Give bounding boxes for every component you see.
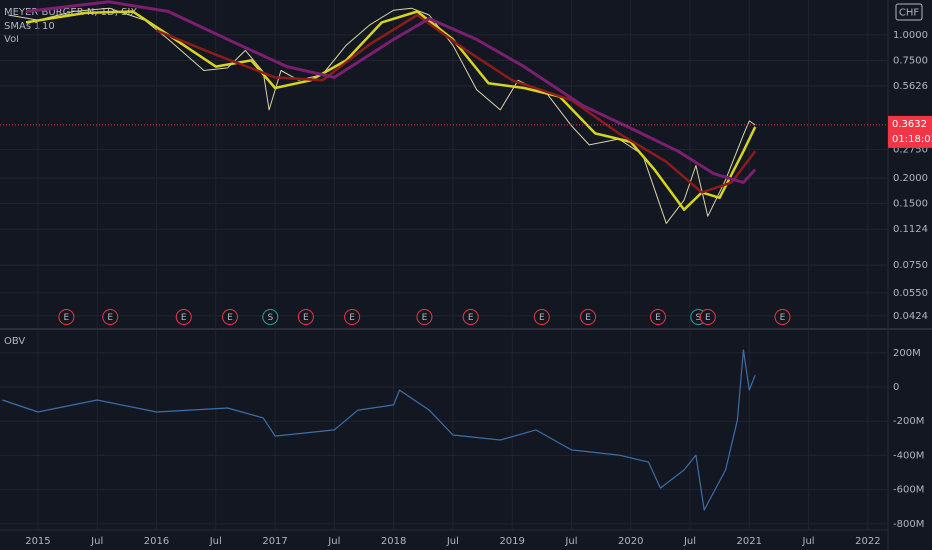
series-line: [2, 349, 756, 511]
y-tick-label: 0.5626: [893, 81, 928, 92]
event-label: E: [705, 313, 711, 323]
event-marker[interactable]: [416, 309, 433, 325]
x-tick-label: 2017: [262, 536, 287, 547]
series-line: [8, 7, 756, 224]
event-label: E: [539, 313, 545, 323]
y-tick-label: -600M: [893, 485, 924, 496]
x-tick-label: 2020: [618, 536, 643, 547]
event-marker[interactable]: [699, 309, 716, 325]
event-marker[interactable]: [222, 309, 239, 325]
event-marker[interactable]: [774, 309, 791, 325]
last-price-box: [888, 115, 932, 148]
event-marker[interactable]: [462, 309, 479, 325]
event-label: E: [468, 313, 474, 323]
x-tick-label: 2021: [737, 536, 762, 547]
event-label: E: [655, 313, 661, 323]
pane-title: OBV: [4, 336, 25, 347]
event-label: S: [695, 313, 701, 323]
event-marker[interactable]: [262, 309, 279, 325]
event-marker[interactable]: [175, 309, 192, 325]
legend-item: 10: [42, 21, 55, 32]
y-tick-label: -800M: [893, 519, 924, 530]
event-marker[interactable]: [102, 309, 119, 325]
y-tick-label: 0.0424: [893, 311, 928, 322]
event-label: S: [267, 313, 273, 323]
event-marker[interactable]: [297, 309, 314, 325]
y-tick-label: 0.1124: [893, 224, 928, 235]
event-label: E: [64, 313, 70, 323]
currency[interactable]: CHF: [899, 8, 920, 19]
y-tick-label: 0.0750: [893, 260, 928, 271]
x-tick-label: Jul: [209, 536, 222, 547]
x-tick-label: Jul: [802, 536, 815, 547]
series-line: [25, 0, 757, 184]
event-label: E: [227, 313, 233, 323]
event-marker[interactable]: [344, 309, 361, 325]
event-label: E: [181, 313, 187, 323]
y-tick-label: -200M: [893, 416, 924, 427]
legend-item: SMAs: [4, 21, 31, 32]
x-tick-label: 2015: [25, 536, 50, 547]
event-label: E: [349, 313, 355, 323]
y-tick-label: 0.7500: [893, 55, 928, 66]
event-label: E: [585, 313, 591, 323]
y-tick-label: -400M: [893, 450, 924, 461]
x-tick-label: Jul: [90, 536, 103, 547]
x-tick-label: Jul: [446, 536, 459, 547]
event-marker[interactable]: [58, 309, 75, 325]
x-tick-label: 2016: [144, 536, 169, 547]
event-marker[interactable]: [649, 309, 666, 325]
x-tick-label: Jul: [327, 536, 340, 547]
series-line: [156, 13, 757, 194]
x-tick-label: 2018: [381, 536, 406, 547]
y-tick-label: 0.2000: [893, 173, 928, 184]
legend-item: Vol: [4, 34, 19, 45]
legend-item: 1: [34, 21, 40, 32]
y-tick-label: 200M: [893, 348, 921, 359]
event-label: E: [107, 313, 113, 323]
countdown: 01:18:01: [892, 134, 932, 145]
event-label: E: [303, 313, 309, 323]
x-tick-label: 2022: [855, 536, 880, 547]
event-marker[interactable]: [580, 309, 597, 325]
event-marker[interactable]: [533, 309, 550, 325]
x-tick-label: 2019: [499, 536, 524, 547]
y-tick-label: 0.1500: [893, 199, 928, 210]
y-tick-label: 0.0550: [893, 288, 928, 299]
event-label: E: [422, 313, 428, 323]
y-tick-label: 0.2750: [893, 145, 928, 156]
y-tick-label: 0: [893, 382, 899, 393]
event-label: E: [780, 313, 786, 323]
currency-box[interactable]: [895, 3, 923, 21]
y-tick-label: 1.0000: [893, 30, 928, 41]
x-tick-label: Jul: [564, 536, 577, 547]
x-tick-label: Jul: [683, 536, 696, 547]
last-price-label: 0.3632: [892, 119, 927, 130]
